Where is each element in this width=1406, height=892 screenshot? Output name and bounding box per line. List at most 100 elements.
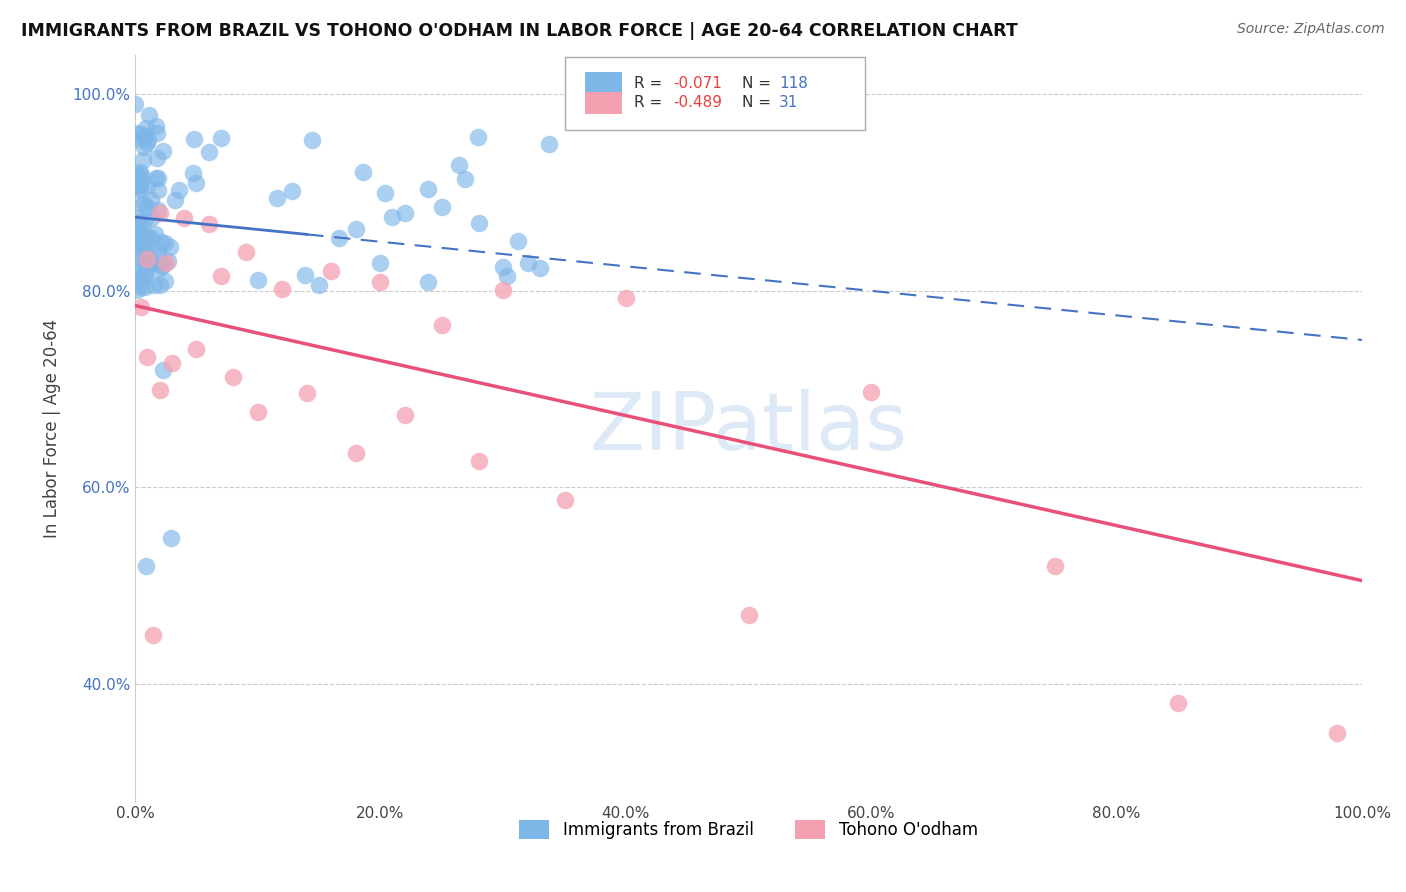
Point (145, 127, 167, 141)
Point (222, 369, 245, 384)
Point (197, 217, 219, 231)
Point (152, 145, 174, 159)
Point (134, 231, 156, 245)
Point (308, 277, 330, 292)
Point (246, 272, 269, 286)
Point (529, 260, 551, 275)
Point (127, 226, 149, 240)
Point (614, 291, 637, 305)
Point (127, 236, 149, 251)
Point (149, 206, 172, 220)
Point (467, 130, 489, 145)
Point (537, 136, 560, 151)
Point (135, 229, 157, 244)
Point (134, 268, 156, 283)
Point (149, 277, 172, 292)
Point (129, 173, 152, 187)
Point (1167, 697, 1189, 711)
Point (516, 256, 538, 270)
Point (394, 205, 416, 219)
Point (209, 131, 232, 145)
Point (136, 238, 159, 252)
Point (492, 260, 515, 274)
Point (129, 300, 152, 314)
Point (134, 140, 156, 154)
Point (294, 268, 316, 282)
Point (430, 201, 453, 215)
Point (148, 183, 170, 197)
Point (129, 127, 152, 141)
Point (127, 224, 149, 238)
Point (321, 264, 343, 278)
Point (381, 211, 404, 225)
Point (467, 454, 489, 468)
Text: R =: R = (634, 95, 668, 111)
Point (370, 256, 392, 270)
Point (142, 627, 165, 641)
Point (430, 318, 453, 333)
Point (155, 235, 177, 250)
Point (128, 177, 150, 191)
Point (136, 351, 159, 365)
Point (134, 269, 156, 284)
Point (135, 259, 157, 273)
Point (139, 230, 162, 244)
Point (416, 275, 439, 289)
Point (134, 280, 156, 294)
Point (136, 252, 159, 266)
Point (135, 121, 157, 136)
Point (136, 133, 159, 147)
Point (169, 183, 191, 197)
Point (165, 193, 187, 207)
Point (146, 249, 169, 263)
Point (132, 196, 155, 211)
Point (467, 216, 489, 230)
Point (146, 171, 169, 186)
Legend: Immigrants from Brazil, Tohono O'odham: Immigrants from Brazil, Tohono O'odham (513, 813, 984, 846)
Point (1045, 558, 1067, 573)
Point (129, 182, 152, 196)
Point (124, 211, 146, 226)
Point (860, 384, 883, 399)
Point (344, 446, 367, 460)
Point (124, 97, 146, 112)
Point (159, 531, 181, 545)
Point (159, 240, 181, 254)
Point (129, 197, 152, 211)
Point (186, 342, 208, 356)
Point (246, 405, 269, 419)
Point (152, 363, 174, 377)
Point (134, 129, 156, 144)
Point (138, 107, 160, 121)
Point (344, 222, 367, 236)
Text: 118: 118 (779, 76, 808, 91)
Point (146, 244, 169, 258)
Point (271, 283, 294, 297)
Point (266, 191, 288, 205)
Point (136, 260, 159, 274)
Point (454, 172, 477, 186)
Point (394, 408, 416, 422)
Point (149, 383, 172, 397)
Point (209, 268, 232, 283)
Point (135, 559, 157, 574)
Point (301, 133, 323, 147)
Y-axis label: In Labor Force | Age 20-64: In Labor Force | Age 20-64 (44, 318, 60, 538)
Text: 31: 31 (779, 95, 799, 111)
Point (129, 227, 152, 242)
Point (183, 132, 205, 146)
Point (295, 386, 318, 401)
Point (129, 165, 152, 179)
Point (145, 119, 167, 133)
Text: Source: ZipAtlas.com: Source: ZipAtlas.com (1237, 22, 1385, 37)
Point (136, 252, 159, 267)
Point (124, 131, 146, 145)
Text: R =: R = (634, 76, 668, 91)
Point (131, 228, 153, 243)
Point (181, 166, 204, 180)
Point (131, 153, 153, 167)
Point (129, 179, 152, 194)
Point (150, 258, 173, 272)
Point (554, 493, 576, 508)
Point (125, 217, 148, 231)
